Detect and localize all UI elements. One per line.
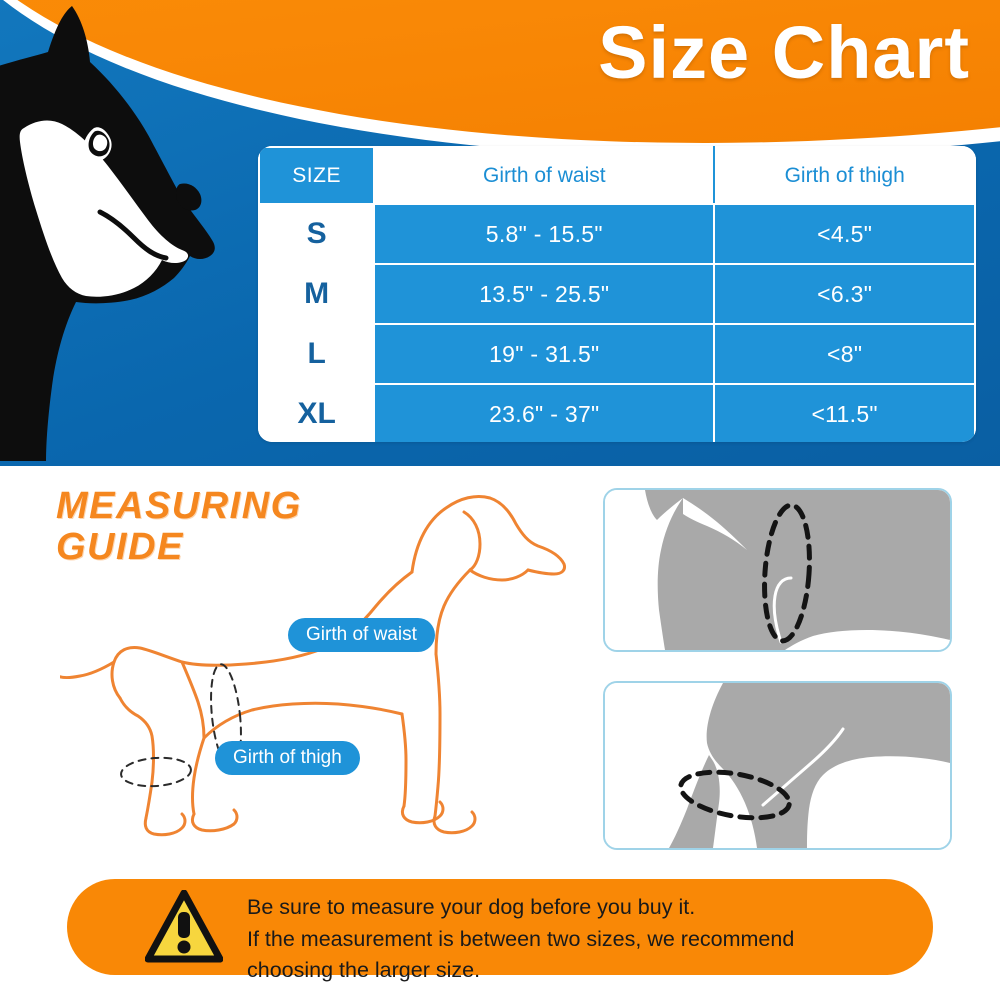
cell-thigh: <6.3" — [713, 263, 976, 325]
table-row: XL 23.6" - 37" <11.5" — [258, 383, 976, 442]
warning-triangle-icon — [145, 890, 223, 963]
table-row: L 19" - 31.5" <8" — [258, 323, 976, 385]
cell-size: L — [258, 323, 376, 385]
cell-waist: 19" - 31.5" — [373, 323, 716, 385]
label-girth-of-thigh: Girth of thigh — [215, 741, 360, 775]
column-header-waist: Girth of waist — [373, 146, 716, 205]
table-header-row: SIZE Girth of waist Girth of thigh — [258, 146, 976, 205]
cell-waist: 13.5" - 25.5" — [373, 263, 716, 325]
cell-size: M — [258, 263, 376, 325]
dog-outline-icon — [60, 494, 566, 837]
cell-size: XL — [258, 383, 376, 442]
header-panel: Size Chart SIZE Girth of waist G — [0, 0, 1000, 466]
cell-thigh: <11.5" — [713, 383, 976, 442]
label-girth-of-waist: Girth of waist — [288, 618, 435, 652]
husky-dog-head-icon — [0, 6, 215, 461]
column-header-thigh: Girth of thigh — [713, 146, 976, 205]
photo-waist-measurement — [603, 488, 952, 652]
table-row: S 5.8" - 15.5" <4.5" — [258, 203, 976, 265]
page-title: Size Chart — [598, 11, 970, 94]
warning-banner: Be sure to measure your dog before you b… — [67, 879, 933, 982]
table-row: M 13.5" - 25.5" <6.3" — [258, 263, 976, 325]
cell-waist: 5.8" - 15.5" — [373, 203, 716, 265]
warning-text: Be sure to measure your dog before you b… — [247, 895, 795, 983]
measuring-guide-title: MEASURING GUIDE — [56, 485, 302, 569]
photo-thigh-measurement — [603, 681, 952, 850]
column-header-size: SIZE — [258, 146, 376, 205]
cell-thigh: <8" — [713, 323, 976, 385]
dog-waist-photo-illustration — [605, 490, 950, 650]
dog-thigh-photo-illustration — [605, 683, 950, 848]
cell-thigh: <4.5" — [713, 203, 976, 265]
size-chart-table: SIZE Girth of waist Girth of thigh S 5.8… — [258, 146, 976, 442]
measuring-guide-section: MEASURING GUIDE — [0, 466, 1000, 876]
cell-waist: 23.6" - 37" — [373, 383, 716, 442]
cell-size: S — [258, 203, 376, 265]
